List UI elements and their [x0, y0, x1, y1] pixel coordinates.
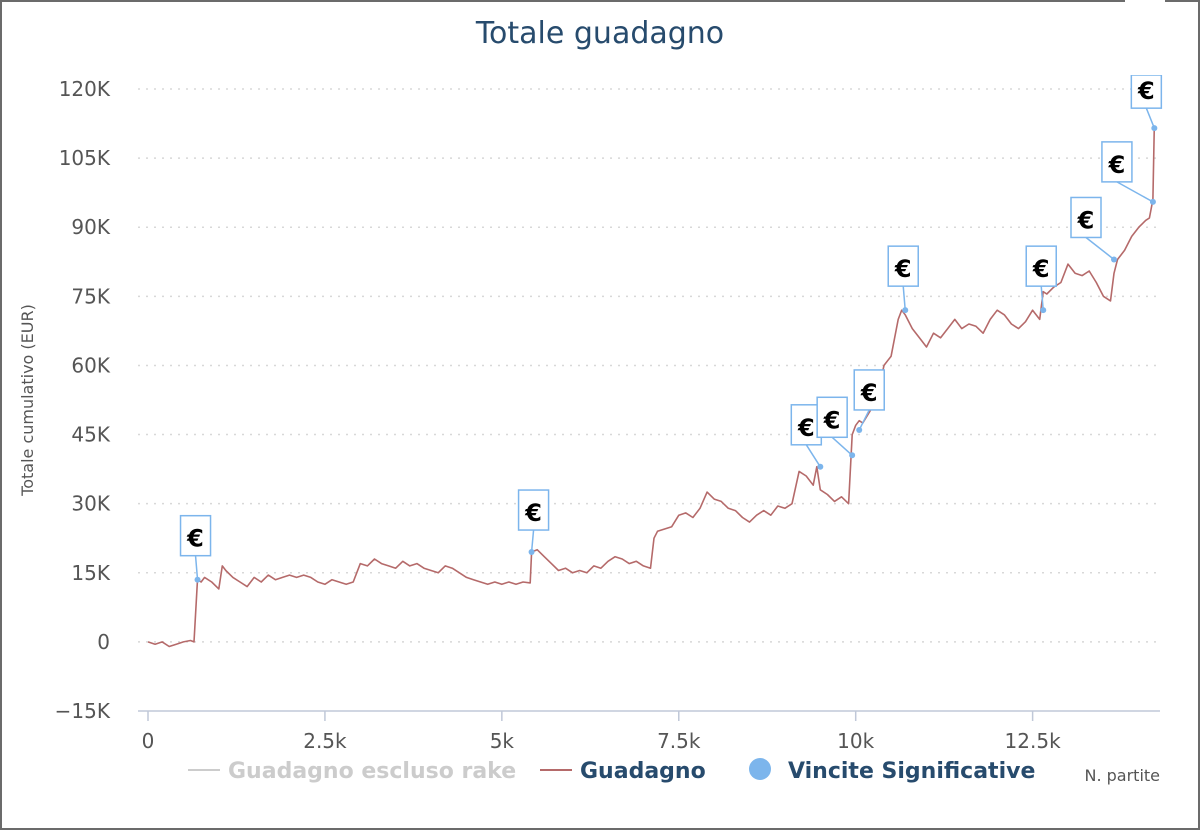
y-tick-label: 45K	[71, 423, 110, 447]
y-tick-label: 60K	[71, 353, 110, 377]
y-tick-label: 105K	[59, 146, 111, 170]
y-tick-label: 120K	[59, 77, 111, 101]
win-point	[902, 307, 909, 314]
legend-label: Vincite Significative	[788, 759, 1035, 784]
significant-win-marker[interactable]: €	[1025, 245, 1057, 314]
significant-win-marker[interactable]: €	[179, 514, 212, 583]
plot-area	[147, 125, 1156, 648]
y-tick-label: 30K	[71, 492, 110, 516]
grid-lines	[138, 88, 1160, 643]
euro-label: €	[1032, 255, 1050, 283]
legend-label: Guadagno escluso rake	[228, 759, 516, 784]
win-point	[849, 452, 856, 459]
significant-win-marker[interactable]: €	[1070, 196, 1117, 263]
chart-title: Totale guadagno	[475, 16, 724, 51]
euro-label: €	[1108, 151, 1126, 179]
significant-win-marker[interactable]: €	[1101, 141, 1156, 205]
x-tick-label: 5k	[490, 729, 515, 753]
x-axis-label: N. partite	[1084, 766, 1160, 785]
legend-item[interactable]: Guadagno	[540, 759, 706, 784]
win-point	[1151, 125, 1158, 132]
euro-label: €	[860, 379, 878, 407]
win-point	[1111, 256, 1117, 263]
y-tick-label: −15K	[55, 699, 111, 723]
euro-label: €	[524, 499, 542, 527]
euro-label: €	[823, 406, 841, 434]
win-point	[817, 463, 824, 470]
euro-label: €	[1077, 206, 1095, 234]
x-tick-label: 7.5k	[657, 729, 701, 753]
euro-label: €	[1137, 77, 1155, 105]
win-point	[856, 426, 863, 433]
x-tick-label: 12.5k	[1005, 729, 1062, 753]
x-tick-label: 0	[142, 729, 155, 753]
y-tick-label: 90K	[71, 215, 110, 239]
euro-label: €	[797, 414, 815, 442]
win-point	[194, 576, 201, 583]
significant-win-marker[interactable]: €	[517, 489, 550, 556]
y-tick-label: 15K	[71, 561, 110, 585]
y-tick-label: 75K	[71, 284, 110, 308]
significant-win-marker[interactable]: €	[816, 396, 856, 459]
x-tick-label: 2.5k	[303, 729, 347, 753]
legend-item[interactable]: Guadagno escluso rake	[188, 759, 516, 784]
legend-label: Guadagno	[580, 759, 706, 784]
y-axis-label: Totale cumulativo (EUR)	[18, 304, 37, 497]
significant-win-marker[interactable]: €	[887, 245, 919, 314]
significant-win-callouts: € € € € € € € € € €	[179, 0, 1165, 583]
euro-label: €	[186, 525, 204, 553]
series-line-guadagno	[147, 125, 1156, 648]
y-tick-label: 0	[97, 630, 110, 654]
significant-win-marker[interactable]: €	[1130, 74, 1163, 132]
win-point	[1040, 307, 1047, 314]
significant-win-marker[interactable]: €	[853, 369, 885, 433]
y-axis-ticks: −15K 0 15K 30K 45K 60K 75K 90K 105K 120K	[55, 77, 111, 723]
win-point	[528, 549, 535, 556]
x-axis: 0 2.5k 5k 7.5k 10k 12.5k	[138, 710, 1160, 753]
x-tick-label: 10k	[837, 729, 874, 753]
euro-label: €	[894, 255, 912, 283]
win-point	[1149, 198, 1156, 205]
legend: Guadagno escluso rake Guadagno Vincite Sig…	[188, 758, 1035, 784]
legend-item[interactable]: Vincite Significative	[749, 758, 1035, 784]
